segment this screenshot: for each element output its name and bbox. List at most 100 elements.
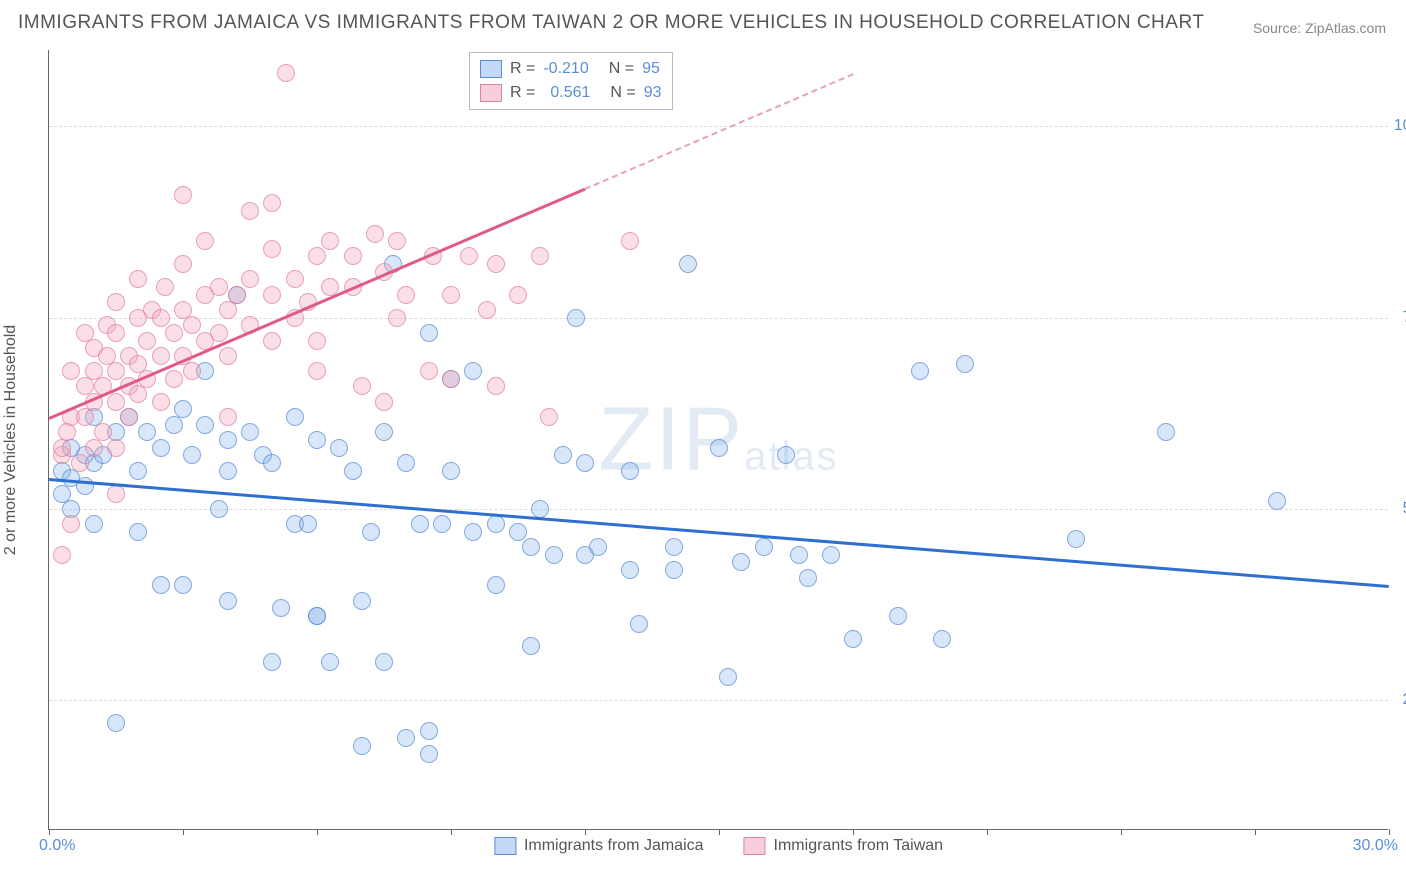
scatter-point xyxy=(933,630,951,648)
scatter-point xyxy=(330,439,348,457)
scatter-point xyxy=(219,301,237,319)
scatter-point xyxy=(174,400,192,418)
scatter-point xyxy=(375,393,393,411)
scatter-point xyxy=(487,255,505,273)
y-tick-label: 100.0% xyxy=(1394,117,1406,135)
scatter-point xyxy=(522,538,540,556)
scatter-point xyxy=(531,500,549,518)
scatter-point xyxy=(107,324,125,342)
chart-title: IMMIGRANTS FROM JAMAICA VS IMMIGRANTS FR… xyxy=(18,12,1204,34)
scatter-point xyxy=(107,714,125,732)
scatter-point xyxy=(174,576,192,594)
scatter-point xyxy=(85,515,103,533)
scatter-point xyxy=(165,324,183,342)
scatter-point xyxy=(420,745,438,763)
scatter-point xyxy=(576,454,594,472)
scatter-point xyxy=(219,408,237,426)
scatter-point xyxy=(344,462,362,480)
x-tick xyxy=(317,829,318,835)
scatter-point xyxy=(129,462,147,480)
scatter-point xyxy=(152,439,170,457)
scatter-point xyxy=(183,446,201,464)
scatter-point xyxy=(545,546,563,564)
y-tick-label: 75.0% xyxy=(1403,309,1406,327)
source-credit: Source: ZipAtlas.com xyxy=(1253,20,1386,36)
scatter-point xyxy=(174,255,192,273)
y-tick-label: 25.0% xyxy=(1403,691,1406,709)
scatter-point xyxy=(156,278,174,296)
trendline xyxy=(49,478,1389,588)
y-tick-label: 50.0% xyxy=(1403,500,1406,518)
scatter-point xyxy=(263,653,281,671)
scatter-point xyxy=(679,255,697,273)
scatter-point xyxy=(755,538,773,556)
scatter-point xyxy=(621,232,639,250)
scatter-point xyxy=(1268,492,1286,510)
scatter-point xyxy=(1067,530,1085,548)
scatter-point xyxy=(107,393,125,411)
scatter-point xyxy=(219,592,237,610)
scatter-point xyxy=(397,454,415,472)
scatter-point xyxy=(442,370,460,388)
scatter-point xyxy=(353,592,371,610)
scatter-point xyxy=(956,355,974,373)
scatter-point xyxy=(540,408,558,426)
scatter-point xyxy=(263,454,281,472)
scatter-point xyxy=(152,576,170,594)
scatter-point xyxy=(621,462,639,480)
scatter-point xyxy=(263,194,281,212)
scatter-point xyxy=(71,454,89,472)
scatter-point xyxy=(353,377,371,395)
scatter-point xyxy=(464,523,482,541)
scatter-point xyxy=(567,309,585,327)
scatter-point xyxy=(397,729,415,747)
scatter-point xyxy=(777,446,795,464)
scatter-point xyxy=(241,202,259,220)
scatter-point xyxy=(621,561,639,579)
scatter-point xyxy=(442,462,460,480)
scatter-point xyxy=(665,561,683,579)
scatter-point xyxy=(799,569,817,587)
scatter-point xyxy=(308,332,326,350)
x-tick xyxy=(1255,829,1256,835)
scatter-point xyxy=(277,64,295,82)
scatter-point xyxy=(478,301,496,319)
legend-swatch-pink-icon xyxy=(744,837,766,855)
scatter-point xyxy=(183,362,201,380)
scatter-point xyxy=(138,423,156,441)
scatter-point xyxy=(420,324,438,342)
stats-legend: R = -0.210 N = 95 R = 0.561 N = 93 xyxy=(469,52,673,110)
scatter-point xyxy=(1157,423,1175,441)
scatter-point xyxy=(129,270,147,288)
legend-item-taiwan: Immigrants from Taiwan xyxy=(744,837,944,855)
scatter-point xyxy=(531,247,549,265)
scatter-point xyxy=(362,523,380,541)
scatter-point xyxy=(94,423,112,441)
legend-label-jamaica: Immigrants from Jamaica xyxy=(524,837,704,855)
gridline-h xyxy=(49,126,1388,127)
scatter-point xyxy=(183,316,201,334)
series-legend: Immigrants from Jamaica Immigrants from … xyxy=(494,837,943,855)
scatter-point xyxy=(286,408,304,426)
scatter-point xyxy=(411,515,429,533)
x-tick-first: 0.0% xyxy=(39,837,75,855)
scatter-point xyxy=(665,538,683,556)
scatter-point xyxy=(263,240,281,258)
scatter-point xyxy=(509,286,527,304)
scatter-point xyxy=(152,309,170,327)
scatter-point xyxy=(388,232,406,250)
x-tick-last: 30.0% xyxy=(1353,837,1398,855)
scatter-point xyxy=(272,599,290,617)
r-label: R = xyxy=(510,57,535,81)
scatter-point xyxy=(732,553,750,571)
scatter-point xyxy=(219,347,237,365)
scatter-point xyxy=(138,332,156,350)
scatter-point xyxy=(129,523,147,541)
n-value-jamaica: 95 xyxy=(642,57,660,81)
legend-item-jamaica: Immigrants from Jamaica xyxy=(494,837,704,855)
scatter-point xyxy=(822,546,840,564)
scatter-point xyxy=(911,362,929,380)
scatter-point xyxy=(420,362,438,380)
y-axis-label: 2 or more Vehicles in Household xyxy=(2,324,20,554)
trendline xyxy=(48,188,585,420)
